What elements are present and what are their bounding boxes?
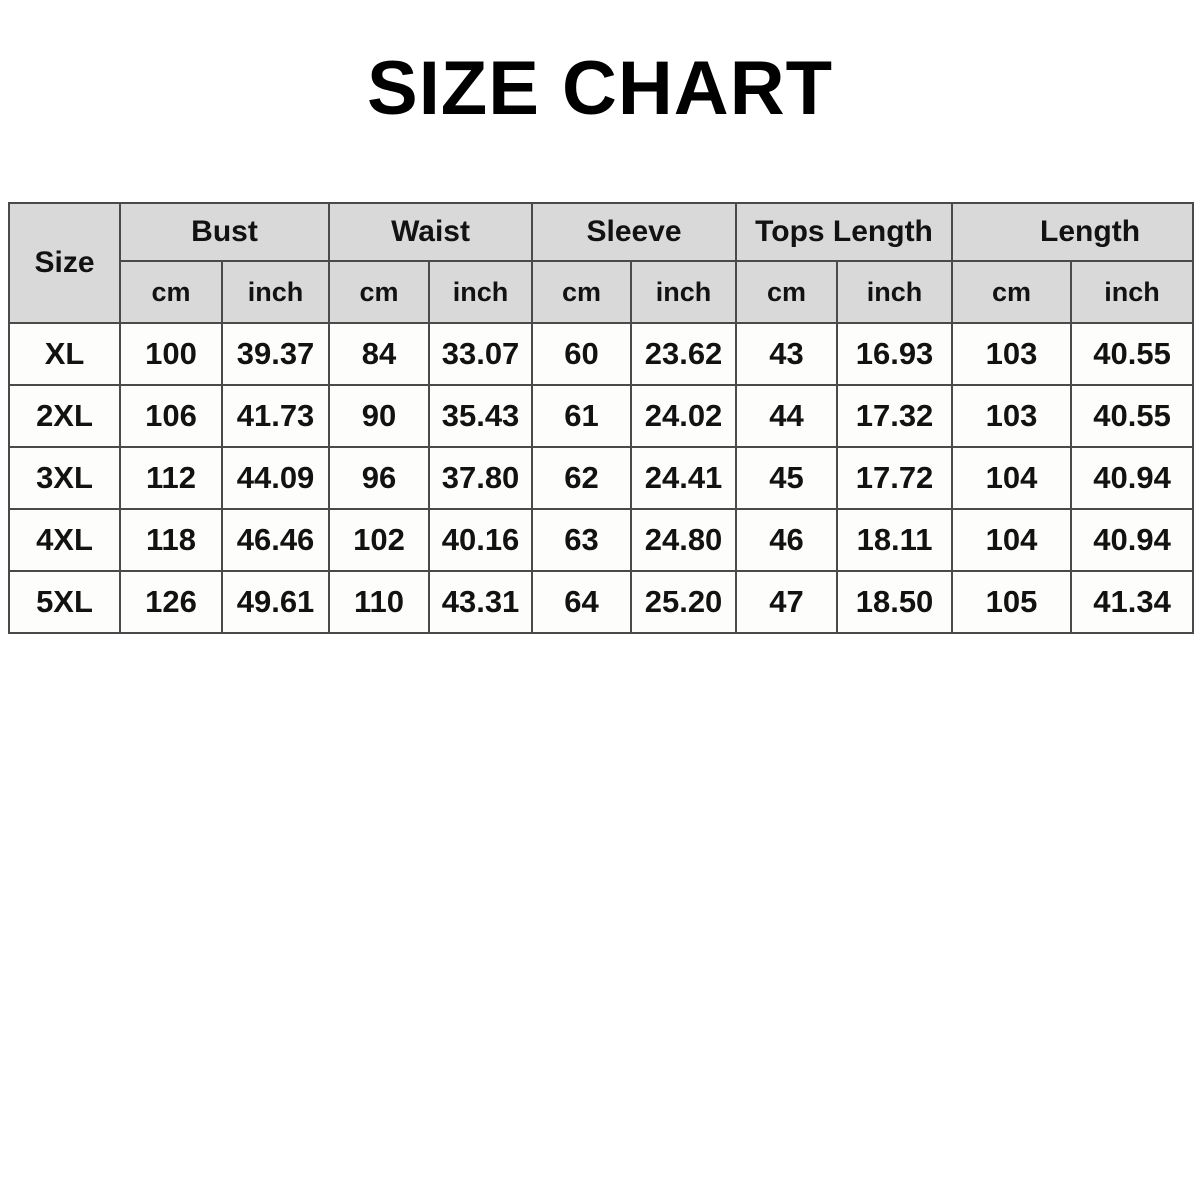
cell-sleeve-cm: 62 (531, 446, 633, 510)
cell-tops-length-inch: 18.11 (836, 508, 954, 572)
cell-length-inch: 40.94 (1070, 508, 1195, 572)
cell-size: 2XL (8, 384, 121, 448)
cell-size: 5XL (8, 570, 121, 634)
cell-bust-cm: 112 (119, 446, 223, 510)
cell-length-inch: 40.55 (1070, 322, 1195, 386)
size-table-container: Size Bust Waist Sleeve Tops Length Lengt… (8, 202, 1195, 634)
cell-tops-length-inch: 17.72 (836, 446, 954, 510)
cell-sleeve-cm: 60 (531, 322, 633, 386)
cell-sleeve-cm: 64 (531, 570, 633, 634)
size-chart-table: Size Bust Waist Sleeve Tops Length Lengt… (8, 202, 1195, 634)
table-header: Size Bust Waist Sleeve Tops Length Lengt… (8, 202, 1195, 324)
cell-waist-cm: 102 (328, 508, 431, 572)
cell-length-cm: 103 (951, 322, 1073, 386)
unit-header-sleeve-inch: inch (630, 260, 738, 324)
cell-length-cm: 105 (951, 570, 1073, 634)
table-row: 4XL 118 46.46 102 40.16 63 24.80 46 18.1… (8, 508, 1195, 572)
column-group-header-sleeve: Sleeve (531, 202, 738, 262)
cell-length-inch: 40.55 (1070, 384, 1195, 448)
column-header-size: Size (8, 202, 121, 324)
unit-header-waist-cm: cm (328, 260, 431, 324)
cell-sleeve-inch: 24.41 (630, 446, 738, 510)
cell-tops-length-cm: 45 (735, 446, 839, 510)
table-row: XL 100 39.37 84 33.07 60 23.62 43 16.93 … (8, 322, 1195, 386)
cell-sleeve-inch: 24.02 (630, 384, 738, 448)
unit-header-length-cm: cm (951, 260, 1073, 324)
page-title: SIZE CHART (367, 46, 833, 131)
table-body: XL 100 39.37 84 33.07 60 23.62 43 16.93 … (8, 322, 1195, 634)
cell-tops-length-inch: 18.50 (836, 570, 954, 634)
cell-waist-inch: 40.16 (428, 508, 534, 572)
cell-sleeve-inch: 23.62 (630, 322, 738, 386)
cell-bust-cm: 126 (119, 570, 223, 634)
cell-length-cm: 104 (951, 446, 1073, 510)
cell-size: 4XL (8, 508, 121, 572)
unit-header-tops-length-inch: inch (836, 260, 954, 324)
table-row: 5XL 126 49.61 110 43.31 64 25.20 47 18.5… (8, 570, 1195, 634)
cell-length-inch: 41.34 (1070, 570, 1195, 634)
cell-sleeve-cm: 63 (531, 508, 633, 572)
column-group-header-bust: Bust (118, 202, 331, 262)
cell-length-cm: 104 (951, 508, 1073, 572)
cell-tops-length-cm: 46 (735, 508, 839, 572)
table-header-group-row: Size Bust Waist Sleeve Tops Length Lengt… (8, 202, 1195, 324)
cell-sleeve-inch: 25.20 (630, 570, 738, 634)
table-header-unit-row: cm inch cm inch cm inch cm inch cm inch (9, 260, 1195, 324)
table-row: 3XL 112 44.09 96 37.80 62 24.41 45 17.72… (8, 446, 1195, 510)
cell-waist-inch: 35.43 (428, 384, 534, 448)
cell-length-inch: 40.94 (1070, 446, 1195, 510)
cell-waist-cm: 84 (328, 322, 431, 386)
cell-bust-inch: 46.46 (220, 508, 331, 572)
cell-tops-length-inch: 17.32 (836, 384, 954, 448)
cell-bust-cm: 100 (119, 322, 223, 386)
unit-header-bust-inch: inch (220, 260, 331, 324)
column-group-header-length: Length (951, 202, 1195, 262)
column-group-header-tops-length: Tops Length (735, 202, 954, 262)
cell-bust-inch: 39.37 (220, 322, 331, 386)
table-row: 2XL 106 41.73 90 35.43 61 24.02 44 17.32… (8, 384, 1195, 448)
cell-sleeve-cm: 61 (531, 384, 633, 448)
cell-bust-inch: 44.09 (220, 446, 331, 510)
unit-header-tops-length-cm: cm (735, 260, 839, 324)
column-group-header-waist: Waist (328, 202, 534, 262)
cell-size: XL (8, 322, 121, 386)
cell-waist-inch: 37.80 (428, 446, 534, 510)
cell-tops-length-cm: 44 (735, 384, 839, 448)
cell-bust-inch: 41.73 (220, 384, 331, 448)
cell-bust-cm: 106 (119, 384, 223, 448)
cell-waist-inch: 33.07 (428, 322, 534, 386)
cell-bust-inch: 49.61 (220, 570, 331, 634)
cell-waist-inch: 43.31 (428, 570, 534, 634)
cell-sleeve-inch: 24.80 (630, 508, 738, 572)
unit-header-waist-inch: inch (428, 260, 534, 324)
cell-tops-length-cm: 47 (735, 570, 839, 634)
cell-tops-length-cm: 43 (735, 322, 839, 386)
cell-waist-cm: 96 (328, 446, 431, 510)
cell-size: 3XL (8, 446, 121, 510)
unit-header-length-inch: inch (1070, 260, 1195, 324)
unit-header-sleeve-cm: cm (531, 260, 633, 324)
cell-length-cm: 103 (951, 384, 1073, 448)
cell-tops-length-inch: 16.93 (836, 322, 954, 386)
cell-waist-cm: 90 (328, 384, 431, 448)
unit-header-bust-cm: cm (119, 260, 223, 324)
cell-bust-cm: 118 (119, 508, 223, 572)
cell-waist-cm: 110 (328, 570, 431, 634)
